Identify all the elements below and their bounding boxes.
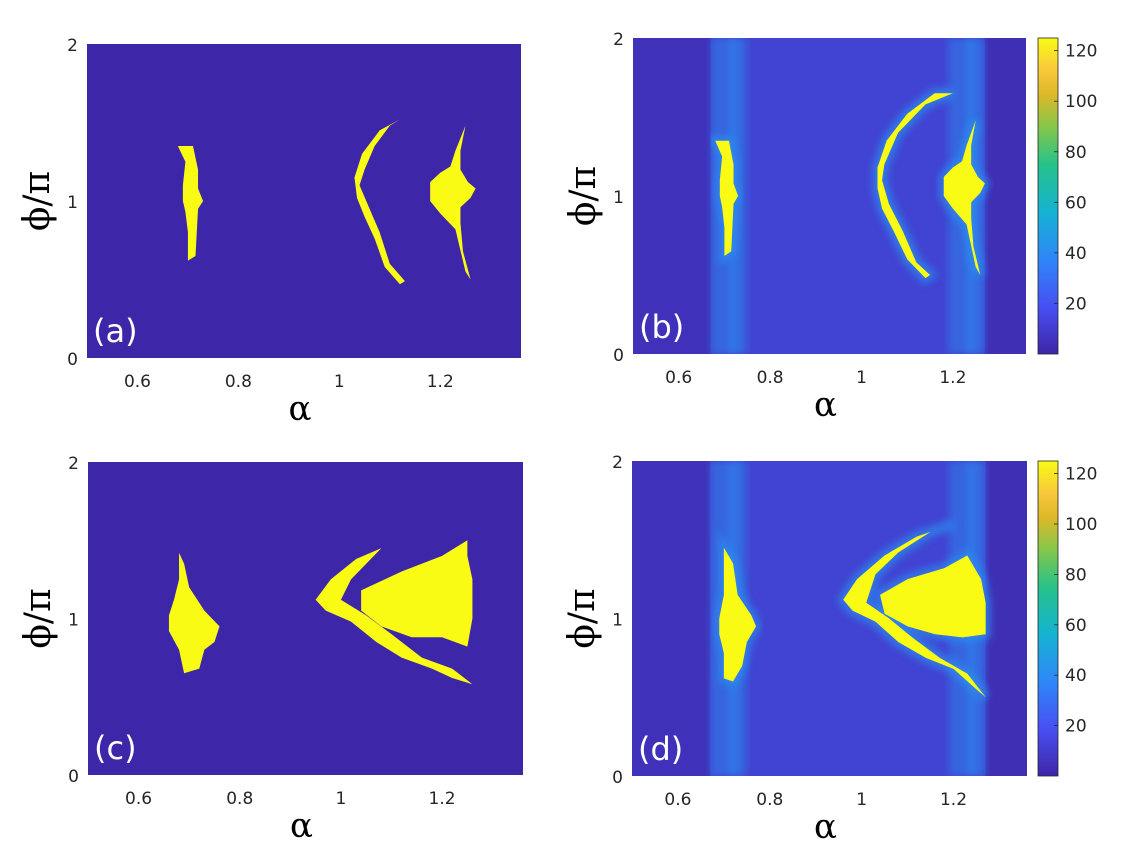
- plot-area: [168, 540, 473, 685]
- y-tick-label: 0: [612, 768, 623, 788]
- right-dark-band: [985, 461, 1027, 776]
- y-tick-label: 1: [68, 611, 79, 631]
- x-tick-label: 1.2: [429, 789, 456, 809]
- colorbar-tick-label: 40: [1065, 666, 1087, 686]
- region-left-island: [715, 140, 739, 257]
- y-tick-label: 2: [68, 454, 79, 474]
- x-tick-label: 1: [334, 372, 345, 392]
- region-right-triangle: [361, 540, 473, 647]
- colorbar-tick-label: 60: [1065, 616, 1087, 636]
- panel-label: (d): [638, 730, 683, 768]
- y-tick-label: 1: [67, 193, 78, 213]
- x-tick-label: 1: [856, 790, 867, 810]
- x-tick-label: 0.6: [125, 789, 152, 809]
- plot-area: [177, 119, 476, 285]
- x-tick-label: 1.2: [940, 790, 967, 810]
- colorbar-tick-label: 40: [1065, 244, 1087, 264]
- region-right-crescent: [943, 120, 985, 275]
- left-dark-band: [633, 38, 711, 354]
- y-tick-label: 1: [612, 611, 623, 631]
- y-tick-label: 0: [68, 767, 79, 787]
- region-wing: [843, 524, 986, 698]
- y-tick-label: 0: [613, 346, 624, 366]
- plot-area: [633, 38, 1026, 354]
- x-axis-label: α: [814, 807, 837, 847]
- x-tick-label: 1: [335, 789, 346, 809]
- y-tick-label: 2: [613, 30, 624, 50]
- y-tick-label: 0: [67, 350, 78, 370]
- x-tick-label: 0.8: [757, 368, 784, 388]
- x-axis-label: α: [289, 389, 312, 429]
- x-tick-label: 0.8: [756, 790, 783, 810]
- panel-label: (a): [93, 312, 138, 350]
- y-tick-label: 1: [613, 188, 624, 208]
- colorbar-tick-label: 100: [1065, 92, 1097, 112]
- x-tick-label: 1.2: [427, 372, 454, 392]
- region-left-island: [719, 547, 757, 682]
- panel-label: (c): [94, 729, 137, 767]
- panel-0: (a) 0.6 0.8 1 1.2 0 1 2 α ϕ/π: [17, 36, 521, 429]
- colorbar-tick-label: 80: [1065, 565, 1087, 585]
- x-tick-label: 0.6: [124, 372, 151, 392]
- region-right-crescent: [430, 125, 476, 280]
- right-dark-band: [984, 38, 1026, 354]
- colorbar-tick-label: 120: [1065, 465, 1097, 485]
- x-tick-label: 1: [856, 368, 867, 388]
- x-tick-label: 0.8: [225, 372, 252, 392]
- colorbar: [1037, 460, 1059, 777]
- x-tick-label: 0.6: [665, 368, 692, 388]
- colorbar-tick-label: 20: [1065, 717, 1087, 737]
- x-tick-label: 0.8: [226, 789, 253, 809]
- x-tick-label: 0.6: [664, 790, 691, 810]
- region-wing: [315, 548, 473, 685]
- colorbar-tick-label: 120: [1065, 42, 1097, 62]
- region-left-island: [177, 146, 204, 261]
- colorbar-tick-label: 60: [1065, 193, 1087, 213]
- x-tick-label: 1.2: [939, 368, 966, 388]
- x-axis-label: α: [814, 385, 837, 425]
- y-axis-label: ϕ/π: [18, 588, 59, 648]
- panel-3: (d) 0.6 0.8 1 1.2 0 1 2 α ϕ/π 20 40 60 80 100 120: [562, 453, 1097, 847]
- panel-1: (b) 0.6 0.8 1 1.2 0 1 2 α ϕ/π 20 40 60 80 100 120: [563, 30, 1097, 425]
- colorbar: [1037, 37, 1059, 355]
- y-tick-label: 2: [612, 453, 623, 473]
- plot-area: [632, 461, 1027, 776]
- colorbar-tick-label: 80: [1065, 143, 1087, 163]
- region-left-island: [168, 552, 220, 674]
- region-right-triangle: [880, 555, 986, 638]
- y-axis-label: ϕ/π: [17, 171, 58, 231]
- y-axis-label: ϕ/π: [562, 588, 603, 648]
- region-middle-arc: [877, 93, 953, 279]
- panel-2: (c) 0.6 0.8 1 1.2 0 1 2 α ϕ/π: [18, 454, 523, 846]
- y-axis-label: ϕ/π: [563, 166, 604, 226]
- panel-label: (b): [639, 308, 684, 346]
- x-axis-label: α: [290, 806, 313, 846]
- left-dark-band: [632, 461, 711, 776]
- colorbar-tick-label: 100: [1065, 515, 1097, 535]
- colorbar-tick-label: 20: [1065, 294, 1087, 314]
- region-middle-arc: [354, 119, 405, 285]
- y-tick-label: 2: [67, 36, 78, 56]
